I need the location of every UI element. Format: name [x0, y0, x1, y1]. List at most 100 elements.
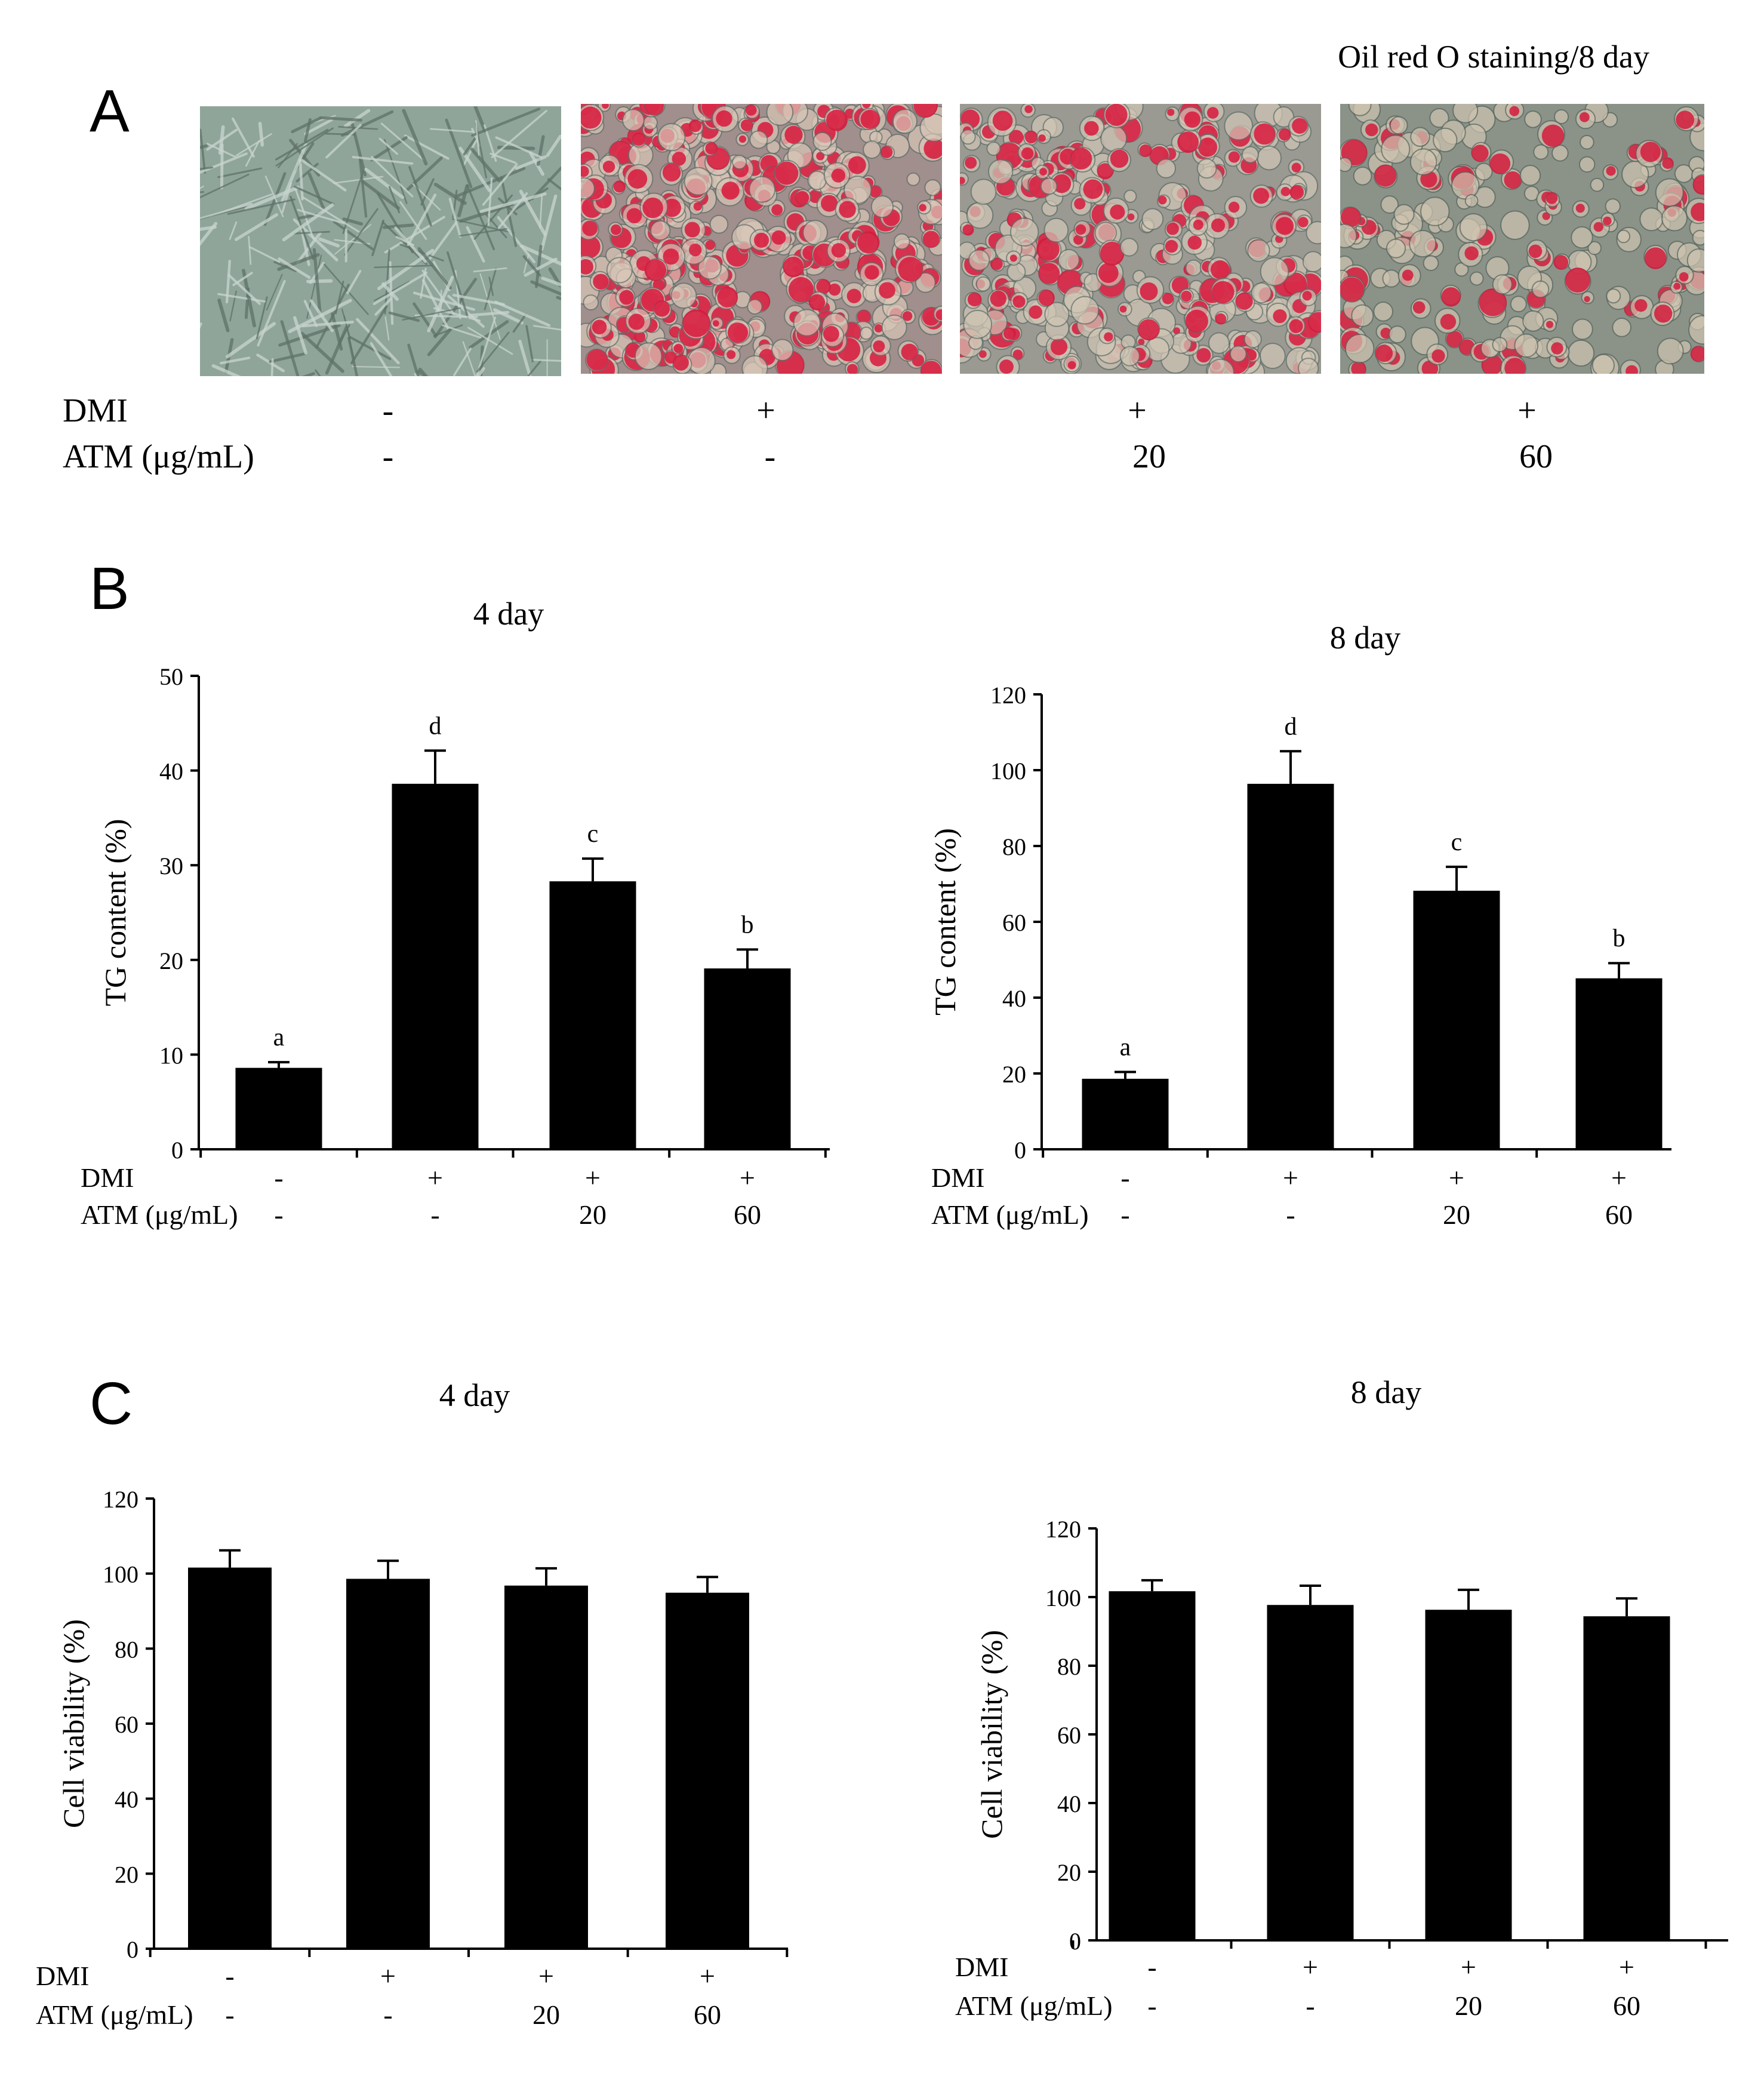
- lipid-droplet: [1181, 290, 1192, 302]
- cell: [924, 179, 941, 196]
- cell-fiber: [381, 221, 427, 265]
- cell: [1571, 226, 1593, 249]
- cell-fiber: [539, 195, 543, 229]
- cell-fiber: [473, 106, 487, 133]
- cell: [1123, 189, 1137, 203]
- cell-fiber: [448, 198, 461, 238]
- lipid-droplet: [581, 259, 593, 275]
- panel-b-letter: B: [90, 555, 130, 622]
- cell-fiber: [407, 193, 437, 247]
- cell-fiber: [414, 373, 417, 376]
- lipid-droplet: [1009, 254, 1017, 262]
- cell-fiber: [281, 182, 293, 213]
- lipid-droplet: [753, 232, 769, 248]
- cell: [1100, 125, 1128, 152]
- panel-c-letter: C: [90, 1370, 133, 1437]
- cell-fiber: [404, 134, 450, 160]
- cell: [1492, 274, 1513, 295]
- bar: [1575, 978, 1663, 1149]
- cell: [1386, 238, 1406, 259]
- lipid-droplet: [1676, 110, 1695, 130]
- cell: [1612, 318, 1632, 337]
- cell-fiber: [530, 280, 561, 296]
- cell: [881, 314, 907, 340]
- y-tick-label: 120: [103, 1486, 138, 1513]
- cell-fiber: [301, 372, 315, 376]
- atm-row-label: ATM (μg/mL): [955, 1991, 1113, 2021]
- cell-fiber: [264, 176, 284, 217]
- atm-row-value: -: [225, 1999, 234, 2030]
- significance-letter: b: [1613, 925, 1626, 952]
- cell: [968, 249, 990, 271]
- cell-fiber: [394, 226, 427, 263]
- cell-fiber: [278, 257, 311, 279]
- cell-fiber: [280, 320, 300, 376]
- lipid-droplet: [962, 224, 974, 236]
- lipid-droplet: [1644, 247, 1667, 269]
- cell-fiber: [335, 281, 344, 315]
- cell: [621, 109, 645, 132]
- cell-fiber: [467, 327, 513, 355]
- cell: [771, 339, 794, 362]
- lipid-droplet: [967, 292, 982, 307]
- lipid-droplet: [1127, 213, 1135, 221]
- lipid-droplet: [1412, 301, 1426, 314]
- atm-row-value: -: [1306, 1991, 1314, 2021]
- cell: [892, 109, 918, 134]
- cell-fiber: [294, 186, 315, 240]
- cell-fiber: [374, 264, 433, 269]
- micrograph-dmi-atm-60: [1340, 104, 1704, 374]
- cell: [1043, 217, 1069, 243]
- lipid-droplet: [873, 340, 885, 353]
- lipid-droplet: [1197, 137, 1218, 157]
- lipid-droplet: [1105, 104, 1128, 126]
- cell-fiber: [531, 166, 561, 201]
- lipid-droplet: [1298, 217, 1309, 227]
- lipid-droplet: [1212, 281, 1235, 304]
- lipid-droplet: [783, 256, 804, 278]
- cell-fiber: [421, 279, 450, 330]
- cell-fiber: [258, 121, 264, 147]
- cell: [893, 233, 910, 250]
- cell: [1247, 239, 1270, 262]
- cell-fiber: [476, 367, 485, 376]
- lipid-droplet: [717, 287, 738, 308]
- cell-fiber: [515, 155, 547, 170]
- cell: [807, 170, 827, 190]
- lipid-droplet: [1012, 349, 1023, 360]
- cell: [1522, 310, 1544, 332]
- atm-row-label: ATM (μg/mL): [931, 1199, 1089, 1230]
- y-tick-label: 100: [103, 1561, 138, 1588]
- lipid-droplet: [816, 279, 831, 294]
- cell: [1655, 178, 1684, 207]
- lipid-droplet: [1228, 151, 1240, 163]
- cell-fiber: [293, 316, 308, 355]
- atm-row-value: -: [1147, 1991, 1156, 2021]
- lipid-droplet: [1291, 162, 1301, 173]
- lipid-droplet: [1184, 111, 1201, 128]
- cell: [1380, 195, 1399, 214]
- cell: [670, 282, 697, 309]
- cell: [1469, 271, 1484, 286]
- cell-fiber: [227, 198, 295, 215]
- lipid-droplet: [990, 290, 1006, 307]
- lipid-droplet: [740, 119, 753, 131]
- cell-fiber: [200, 152, 248, 174]
- lipid-droplet: [1167, 108, 1175, 116]
- cell-fiber: [370, 342, 393, 376]
- atm-row-value: -: [274, 1199, 283, 1230]
- lipid-droplet: [831, 168, 846, 183]
- cell-fiber: [220, 356, 251, 365]
- lipid-droplet: [1546, 321, 1554, 328]
- dmi-row-label: DMI: [931, 1162, 984, 1193]
- cell-fiber: [402, 307, 461, 321]
- cell-fiber: [207, 143, 236, 158]
- cell-fiber: [471, 128, 481, 147]
- cell: [1686, 248, 1704, 273]
- cell-fiber: [518, 340, 532, 376]
- lipid-droplet: [999, 359, 1014, 374]
- cell-fiber: [358, 157, 368, 218]
- cell-fiber: [372, 272, 428, 306]
- cell-fiber: [257, 279, 286, 347]
- bar: [1082, 1078, 1169, 1149]
